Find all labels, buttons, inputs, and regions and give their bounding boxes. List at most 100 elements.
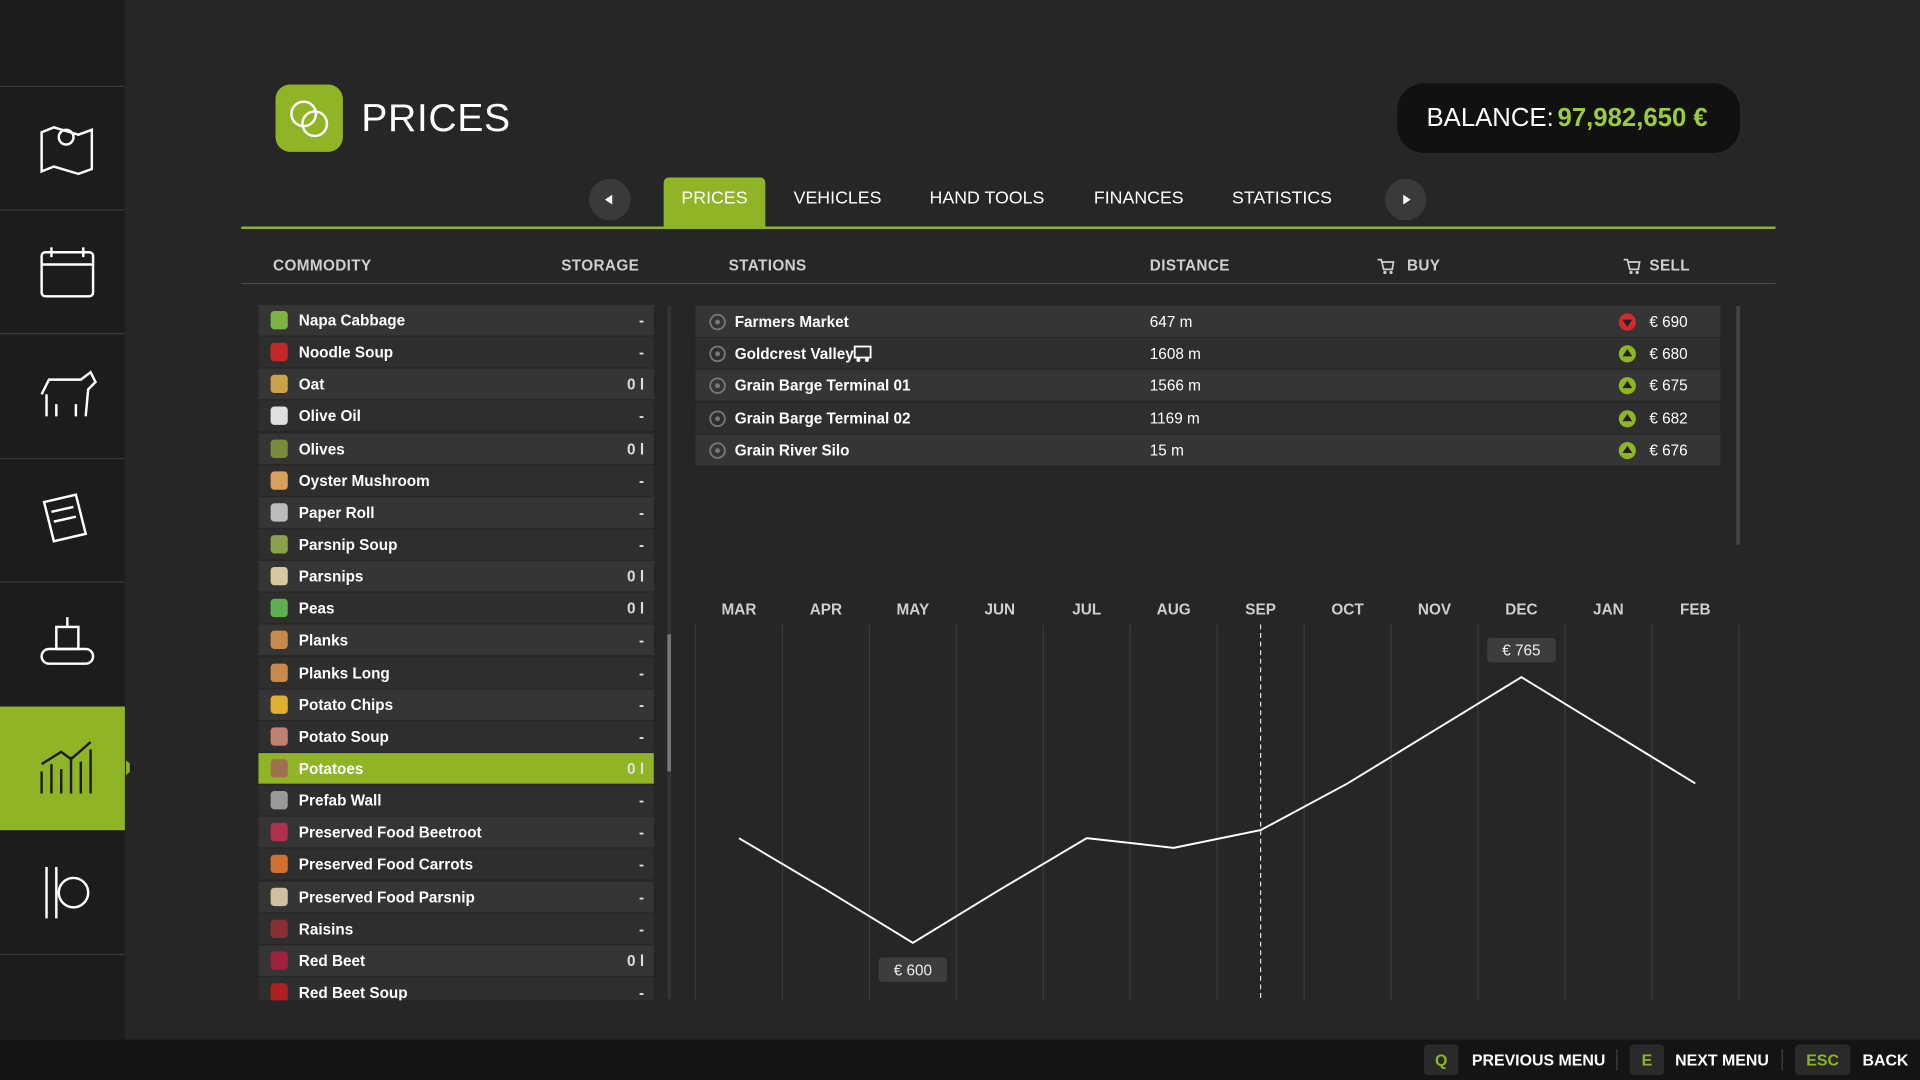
key-box[interactable]: Q [1424,1044,1459,1076]
key-label[interactable]: NEXT MENU [1675,1050,1769,1069]
month-label: FEB [1680,602,1711,619]
station-icon [709,377,726,395]
storage-value: - [638,472,645,490]
station-row[interactable]: Grain River Silo 15 m € 676 [695,434,1721,466]
commodity-row[interactable]: Parsnip Soup - [258,528,654,560]
sell-price: € 690 [1649,313,1688,331]
station-row[interactable]: Grain Barge Terminal 02 1169 m € 682 [695,402,1721,433]
station-name: Grain Barge Terminal 01 [734,377,911,395]
month-label: DEC [1505,602,1537,619]
station-row[interactable]: Farmers Market 647 m € 690 [695,306,1721,337]
tab[interactable]: PRICES [663,177,766,227]
commodity-row[interactable]: Raisins - [258,913,654,944]
commodity-row[interactable]: Potato Chips - [258,688,654,720]
list-scroll-thumb[interactable] [667,634,672,772]
commodity-icon [270,695,288,714]
balance-value: 97,982,650 € [1557,104,1708,133]
commodity-row[interactable]: Peas 0 l [258,592,654,624]
column-header: COMMODITY [273,257,372,275]
commodity-icon [270,727,288,746]
settings-icon[interactable] [45,866,90,919]
storage-value: - [638,632,645,650]
production-icon[interactable] [40,617,95,665]
station-row[interactable]: Goldcrest Valley 1608 m € 680 [695,338,1721,369]
footer-separator [1781,1049,1783,1071]
animals-icon[interactable] [40,370,98,417]
storage-value: - [638,920,645,938]
header-divider [241,282,1776,285]
commodity-icon [270,535,288,554]
storage-value: - [638,856,645,874]
commodity-name: Noodle Soup [298,344,394,362]
station-row[interactable]: Grain Barge Terminal 01 1566 m € 675 [695,370,1721,401]
price-line [738,675,1696,945]
month-label: MAR [722,602,757,619]
key-box[interactable]: E [1629,1044,1665,1076]
commodity-row[interactable]: Napa Cabbage - [258,304,654,336]
balance-box: BALANCE: 97,982,650 € [1397,83,1740,154]
calendar-icon[interactable] [40,247,95,298]
tab-prev[interactable] [588,178,631,221]
tab-underline [241,226,1776,229]
page-title: PRICES [361,95,511,140]
month-label: JAN [1593,602,1624,619]
key-text: ESC [1806,1050,1840,1069]
commodity-row[interactable]: Preserved Food Parsnip - [258,881,654,912]
commodity-row[interactable]: Parsnips 0 l [258,560,654,592]
commodity-row[interactable]: Red Beet 0 l [258,945,654,976]
tab-next[interactable] [1384,178,1427,221]
contracts-icon[interactable] [42,493,88,543]
station-distance: 1608 m [1149,345,1201,363]
commodity-row[interactable]: Planks Long - [258,656,654,688]
storage-value: 0 l [627,440,645,458]
commodity-row[interactable]: Planks - [258,624,654,656]
key-text: Q [1435,1050,1448,1069]
rail-icon [853,345,872,363]
commodity-row[interactable]: Olive Oil - [258,400,654,432]
commodity-name: Raisins [298,920,354,938]
commodity-name: Parsnip Soup [298,536,398,554]
commodity-row[interactable]: Red Beet Soup - [258,977,654,1001]
tab[interactable]: VEHICLES [793,188,882,209]
tab[interactable]: HAND TOOLS [929,188,1045,209]
commodity-row[interactable]: Prefab Wall - [258,785,654,816]
prices-icon[interactable] [40,741,92,794]
commodity-icon [270,503,288,522]
month-label: JUL [1072,602,1101,619]
storage-value: - [638,824,645,842]
key-label[interactable]: BACK [1862,1050,1909,1069]
stations-scroll-track [1736,306,1740,545]
column-header: SELL [1649,257,1690,275]
storage-value: - [638,312,645,330]
commodity-row[interactable]: Noodle Soup - [258,336,654,368]
footer-separator [1616,1049,1618,1071]
trend-icon [1618,345,1636,363]
cart-icon [1623,258,1641,275]
trend-icon [1618,377,1636,395]
commodity-name: Prefab Wall [298,792,382,810]
tab[interactable]: STATISTICS [1232,188,1333,209]
commodity-row[interactable]: Preserved Food Carrots - [258,849,654,880]
commodity-row[interactable]: Oat 0 l [258,368,654,400]
commodity-row[interactable]: Oyster Mushroom - [258,464,654,496]
month-label: JUN [984,602,1015,619]
commodity-row[interactable]: Olives 0 l [258,432,654,464]
key-label[interactable]: PREVIOUS MENU [1471,1050,1606,1069]
commodity-row[interactable]: Potatoes 0 l [258,753,654,784]
month-label: MAY [897,602,930,619]
commodity-icon [270,599,288,618]
commodity-icon [270,759,288,778]
commodity-icon [270,951,288,970]
tab[interactable]: FINANCES [1093,188,1184,209]
commodity-icon [270,407,288,426]
storage-value: 0 l [627,760,645,778]
storage-value: - [638,504,645,522]
commodity-row[interactable]: Potato Soup - [258,720,654,752]
map-icon[interactable] [40,126,94,176]
commodity-icon [270,567,288,586]
key-box[interactable]: ESC [1795,1044,1851,1076]
commodity-row[interactable]: Preserved Food Beetroot - [258,817,654,848]
commodity-row[interactable]: Paper Roll - [258,496,654,528]
commodity-icon [270,311,288,330]
